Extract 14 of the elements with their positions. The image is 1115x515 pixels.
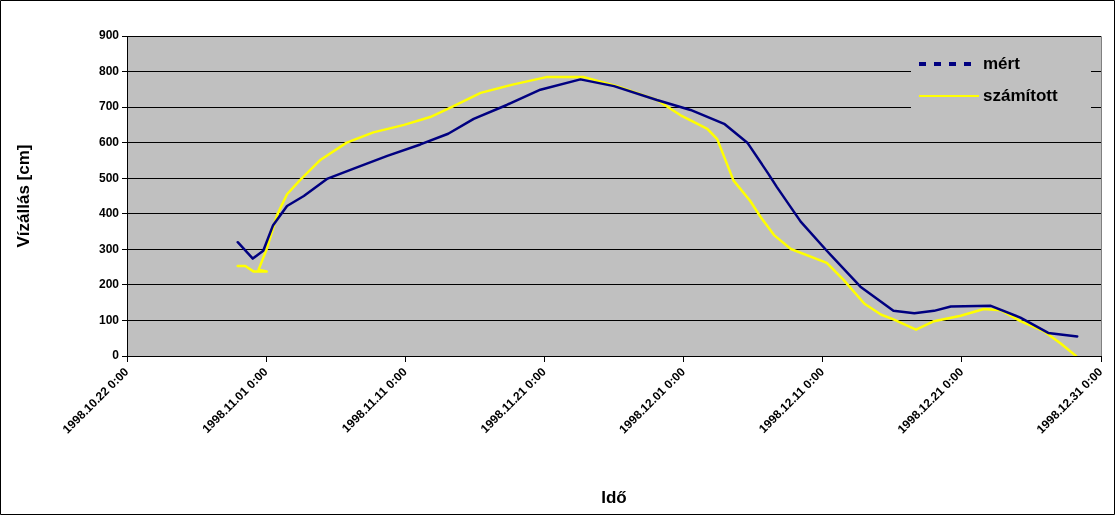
x-axis-title: Idő <box>601 488 627 508</box>
y-tick-label: 700 <box>98 99 120 114</box>
y-tick-label: 300 <box>98 241 120 256</box>
legend-label: mért <box>983 53 1021 73</box>
y-tick-label: 800 <box>98 63 120 78</box>
legend-label: számított <box>983 85 1058 105</box>
y-tick-label: 400 <box>98 206 120 221</box>
y-tick-label: 900 <box>98 28 120 43</box>
y-tick-label: 200 <box>98 277 120 292</box>
y-axis-title: Vízállás [cm] <box>13 144 33 248</box>
y-tick-label: 0 <box>112 348 120 363</box>
y-tick-label: 600 <box>98 134 120 149</box>
y-tick-label: 500 <box>98 170 120 185</box>
y-tick-label: 100 <box>98 312 120 327</box>
